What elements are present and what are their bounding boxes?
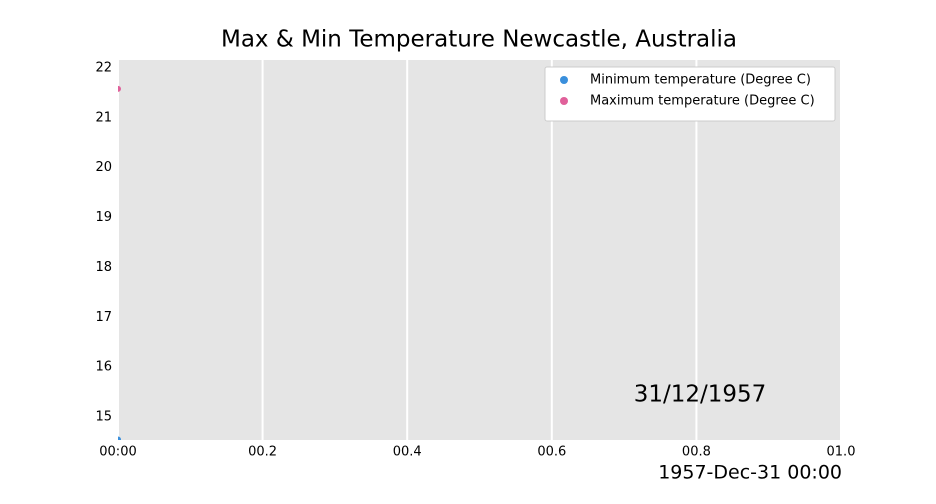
- x-tick-label: 00.2: [248, 445, 277, 460]
- point: [118, 436, 121, 440]
- x-tick-label: 00.6: [537, 445, 566, 460]
- legend-marker: [560, 76, 568, 84]
- y-tick-label: 21: [95, 110, 112, 125]
- plot-area: [118, 60, 841, 440]
- x-tick-label: 00.4: [393, 445, 422, 460]
- y-tick-label: 16: [95, 360, 112, 375]
- x-tick-label: 00:00: [99, 445, 136, 460]
- x-tick-label: 00.8: [682, 445, 711, 460]
- x-axis-label: 1957-Dec-31 00:00: [658, 462, 842, 484]
- y-tick-label: 22: [95, 60, 112, 75]
- legend-marker: [560, 97, 568, 105]
- y-tick-label: 17: [95, 310, 112, 325]
- y-tick-label: 18: [95, 260, 112, 275]
- y-tick-label: 19: [95, 210, 112, 225]
- chart-title: Max & Min Temperature Newcastle, Austral…: [221, 27, 737, 53]
- y-tick-label: 20: [95, 160, 112, 175]
- legend-label: Minimum temperature (Degree C): [590, 73, 811, 88]
- y-tick-label: 15: [95, 410, 112, 425]
- legend-label: Maximum temperature (Degree C): [590, 94, 815, 109]
- x-tick-label: 01.0: [827, 445, 856, 460]
- legend-box: [544, 66, 836, 122]
- annotation: 31/12/1957: [634, 382, 767, 408]
- point: [118, 85, 121, 92]
